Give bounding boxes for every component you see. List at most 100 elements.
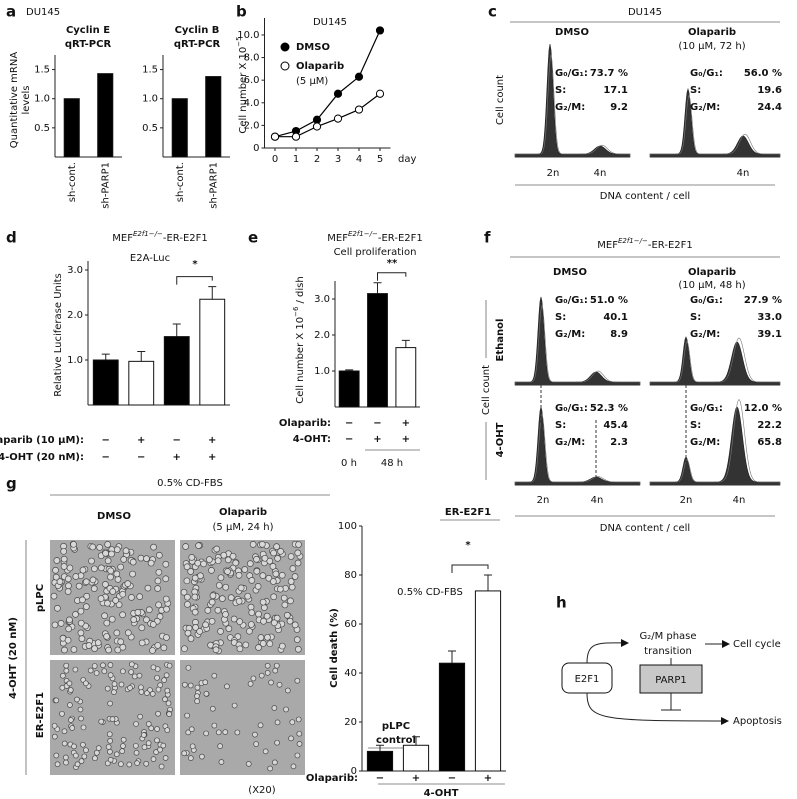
cell	[107, 700, 113, 707]
cell	[115, 601, 123, 609]
cell	[51, 722, 58, 729]
chart-subtitle: E2A-Luc	[130, 253, 170, 264]
cell	[53, 557, 61, 564]
cell	[133, 721, 139, 727]
cell	[265, 574, 273, 582]
y-axis-label-text: Cell number X 10	[238, 47, 249, 134]
condition-sign: +	[137, 435, 145, 446]
bar	[402, 744, 430, 772]
stat-value: 2.3	[610, 437, 628, 448]
group-label: control	[376, 735, 416, 746]
x-tick-label: 2n	[680, 495, 693, 506]
x-tick-label: sh-cont.	[67, 162, 78, 202]
y-tick-label: 1.0	[34, 94, 50, 105]
cell	[245, 761, 252, 767]
column-label: Olaparib	[219, 507, 267, 518]
cell	[88, 557, 95, 565]
series-line	[275, 93, 381, 138]
cell	[278, 571, 286, 579]
cell	[74, 696, 80, 703]
cell	[143, 760, 150, 767]
stat-label: S:	[555, 312, 566, 323]
cell	[112, 597, 120, 604]
cell	[77, 607, 85, 615]
panel-letter: f	[484, 229, 491, 247]
y-axis-label: Cell count	[495, 75, 506, 125]
node-label: Cell cycle	[733, 639, 781, 650]
cell	[288, 583, 296, 591]
cell	[83, 747, 89, 754]
cell	[131, 673, 138, 680]
cell	[230, 615, 238, 623]
cell	[272, 759, 278, 766]
cell	[136, 593, 144, 601]
cell	[66, 564, 74, 572]
cell	[103, 633, 110, 640]
cell	[259, 640, 267, 647]
marker	[375, 26, 385, 35]
cell	[165, 700, 172, 707]
stat-label: G₂/M:	[555, 329, 585, 340]
cell	[60, 547, 68, 555]
arrow	[586, 692, 729, 725]
arrow	[586, 638, 629, 664]
y-tick-label: 3.0	[314, 294, 330, 305]
x-tick-label: 4n	[733, 495, 746, 506]
cell	[203, 690, 210, 697]
cell	[220, 551, 228, 559]
cell	[291, 621, 299, 629]
y-tick-label: 6.0	[244, 75, 260, 86]
cell	[234, 729, 241, 736]
chart-title: MEFE2f1−/−-ER-E2F1	[327, 230, 422, 244]
cell	[191, 574, 199, 582]
cell	[164, 687, 171, 694]
cell	[104, 541, 111, 548]
cell	[114, 576, 122, 583]
cell	[85, 642, 93, 649]
marker	[354, 105, 364, 114]
cell	[184, 629, 192, 637]
cell	[154, 585, 162, 592]
cell	[235, 597, 243, 605]
x-tick-label: sh-PARP1	[100, 162, 111, 209]
cell	[60, 672, 66, 679]
bar	[438, 662, 466, 772]
cell	[269, 578, 277, 585]
cell	[269, 562, 277, 570]
cell	[260, 604, 268, 612]
cell	[59, 710, 65, 717]
cell	[138, 639, 146, 647]
header-text: MEF	[597, 240, 618, 251]
histogram-outline	[514, 305, 641, 386]
cell	[295, 716, 302, 723]
cell	[82, 603, 90, 610]
cell	[77, 619, 85, 627]
cell	[70, 646, 78, 653]
x-tick-label: 0	[272, 154, 278, 165]
condition-sign: −	[376, 773, 384, 784]
cell	[222, 611, 229, 618]
cell	[215, 729, 222, 736]
cell	[126, 761, 133, 768]
cell	[185, 729, 192, 736]
cell	[89, 576, 97, 584]
cell	[242, 641, 250, 649]
panel-letter: c	[488, 3, 497, 21]
cell	[181, 681, 188, 688]
cell	[225, 625, 233, 632]
stat-value: 40.1	[603, 312, 628, 323]
stat-label: S:	[555, 420, 566, 431]
title-superscript: E2f1−/−	[348, 230, 378, 238]
stat-label: G₂/M:	[555, 102, 585, 113]
condition-sign: +	[208, 452, 216, 463]
cell	[145, 740, 152, 746]
cell	[274, 555, 281, 562]
cell	[136, 672, 143, 679]
bar	[128, 360, 155, 406]
histogram-outline	[514, 413, 641, 486]
cell	[236, 645, 244, 653]
cell	[63, 662, 70, 669]
cell	[219, 595, 226, 602]
cell	[119, 590, 127, 598]
